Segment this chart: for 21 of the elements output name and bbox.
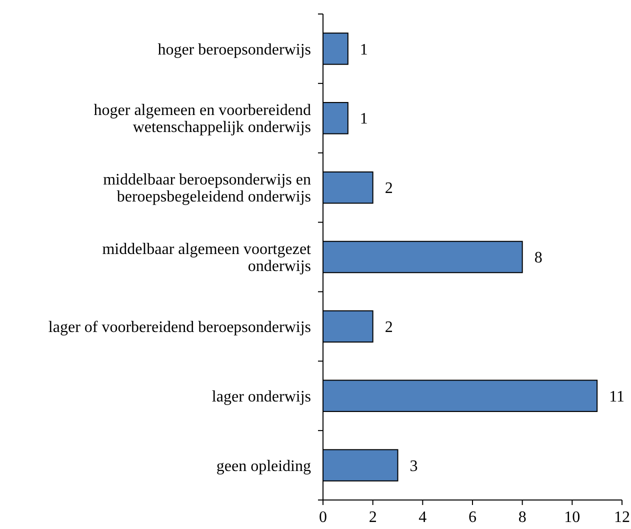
x-tick-label: 2 <box>368 509 377 526</box>
y-tick-label: geen opleiding <box>216 458 311 475</box>
data-label: 2 <box>384 180 393 198</box>
x-tick-label: 6 <box>468 509 476 526</box>
x-tick-label: 12 <box>614 509 630 526</box>
y-tick-label: lager onderwijs <box>212 388 311 406</box>
data-label: 8 <box>534 250 542 267</box>
data-label: 2 <box>384 319 393 336</box>
data-label: 1 <box>360 41 368 58</box>
y-tick-label: lager of voorbereidend beroepsonderwijs <box>48 319 311 336</box>
y-tick-label: hoger beroepsonderwijs <box>158 41 311 58</box>
y-tick-label: middelbaar algemeen voortgezet onderwijs <box>102 241 312 276</box>
x-tick-label: 4 <box>418 509 427 526</box>
x-tick-label: 0 <box>319 509 327 526</box>
y-tick-label: middelbaar beroepsonderwijs en beroepsbegeleidend onderwijs <box>103 172 311 206</box>
x-tick-label: 8 <box>518 509 526 526</box>
data-label: 3 <box>410 458 418 475</box>
x-tick-label: 10 <box>564 509 580 526</box>
data-label: 1 <box>360 110 368 128</box>
data-label: 11 <box>609 388 624 406</box>
y-tick-label: hoger algemeen en voorbereidend wetenschappelijk onderwijs <box>94 102 311 136</box>
